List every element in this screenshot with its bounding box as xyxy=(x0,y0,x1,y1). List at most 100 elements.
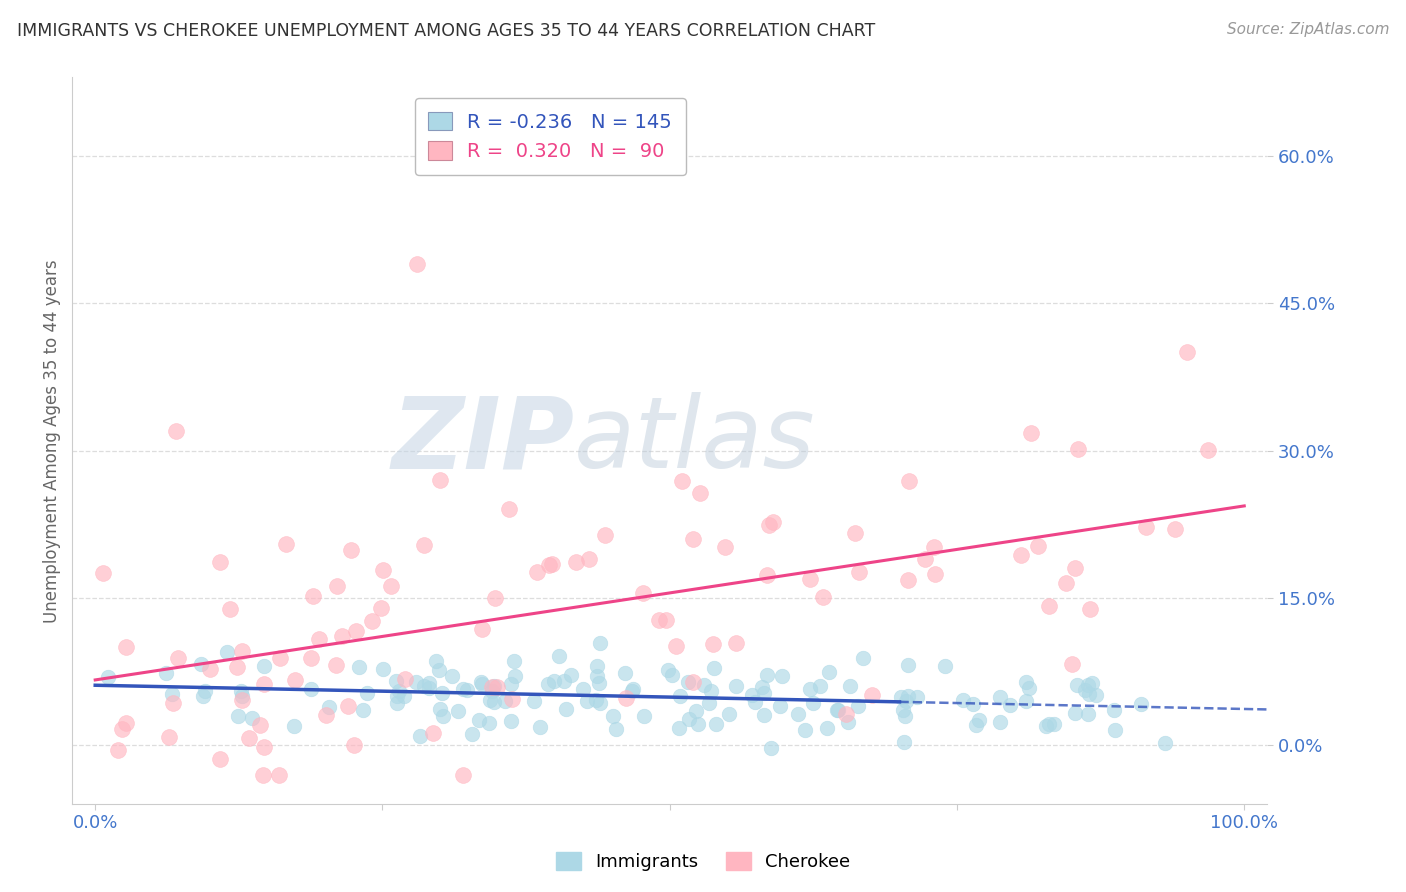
Point xyxy=(897,475,920,489)
Point xyxy=(1038,599,1060,614)
Point xyxy=(758,517,780,532)
Point xyxy=(413,538,436,552)
Point xyxy=(299,651,322,665)
Point xyxy=(111,722,134,736)
Point xyxy=(253,740,276,755)
Point xyxy=(526,566,548,580)
Point xyxy=(752,685,775,699)
Point xyxy=(665,639,688,653)
Point xyxy=(1074,682,1097,697)
Point xyxy=(1038,717,1060,731)
Point xyxy=(481,680,503,694)
Point xyxy=(894,709,917,723)
Point xyxy=(852,650,875,665)
Text: Source: ZipAtlas.com: Source: ZipAtlas.com xyxy=(1226,22,1389,37)
Point xyxy=(1135,520,1157,534)
Point xyxy=(668,721,690,735)
Point xyxy=(478,693,501,707)
Point xyxy=(1081,676,1104,690)
Point xyxy=(769,699,792,714)
Point xyxy=(952,693,974,707)
Point xyxy=(540,557,562,571)
Point xyxy=(269,651,291,665)
Point xyxy=(484,695,506,709)
Point xyxy=(965,718,987,732)
Point xyxy=(344,624,367,638)
Point xyxy=(430,686,453,700)
Point xyxy=(801,696,824,710)
Point xyxy=(693,678,716,692)
Point xyxy=(456,683,478,698)
Point xyxy=(1010,548,1032,562)
Point xyxy=(1085,688,1108,702)
Point xyxy=(1066,442,1088,457)
Point xyxy=(371,662,394,676)
Point xyxy=(988,715,1011,730)
Point xyxy=(770,669,793,683)
Point xyxy=(905,690,928,704)
Point xyxy=(501,677,523,691)
Point xyxy=(240,711,263,725)
Point xyxy=(425,654,447,668)
Point xyxy=(678,712,700,726)
Point xyxy=(337,698,360,713)
Point xyxy=(1018,681,1040,696)
Point xyxy=(253,677,276,691)
Legend: Immigrants, Cherokee: Immigrants, Cherokee xyxy=(548,846,858,879)
Point xyxy=(162,697,184,711)
Point xyxy=(406,257,429,271)
Point xyxy=(1019,425,1042,440)
Point xyxy=(343,738,366,752)
Point xyxy=(1035,719,1057,733)
Point xyxy=(1063,706,1085,720)
Point xyxy=(231,693,253,707)
Point xyxy=(160,688,183,702)
Point xyxy=(198,662,221,676)
Point xyxy=(553,673,575,688)
Point xyxy=(482,679,505,693)
Point xyxy=(724,679,747,693)
Point xyxy=(1129,698,1152,712)
Point xyxy=(392,689,415,703)
Point xyxy=(922,540,945,554)
Point xyxy=(231,644,253,658)
Point xyxy=(578,551,600,566)
Point xyxy=(165,424,187,438)
Point xyxy=(387,689,409,703)
Point xyxy=(451,682,474,697)
Point xyxy=(498,502,520,516)
Point xyxy=(1175,345,1198,359)
Point xyxy=(589,636,612,650)
Point xyxy=(231,689,253,703)
Point xyxy=(252,767,274,781)
Point xyxy=(818,665,841,680)
Point xyxy=(605,722,627,736)
Point xyxy=(157,730,180,744)
Point xyxy=(107,743,129,757)
Point xyxy=(299,682,322,697)
Point xyxy=(349,659,371,673)
Point xyxy=(167,651,190,665)
Point xyxy=(565,556,588,570)
Point xyxy=(1163,522,1185,536)
Point xyxy=(380,579,402,593)
Point xyxy=(967,714,990,728)
Point xyxy=(744,695,766,709)
Point xyxy=(647,613,669,627)
Point xyxy=(657,663,679,677)
Point xyxy=(485,680,508,694)
Point xyxy=(671,474,693,488)
Point xyxy=(988,690,1011,704)
Point xyxy=(370,601,392,615)
Point xyxy=(413,679,436,693)
Point xyxy=(274,537,297,551)
Point xyxy=(890,690,912,705)
Point xyxy=(209,752,232,766)
Point xyxy=(429,473,451,487)
Point xyxy=(897,690,920,704)
Point xyxy=(827,703,849,717)
Point xyxy=(418,681,440,695)
Point xyxy=(93,566,115,580)
Point xyxy=(315,708,337,723)
Point xyxy=(543,673,565,688)
